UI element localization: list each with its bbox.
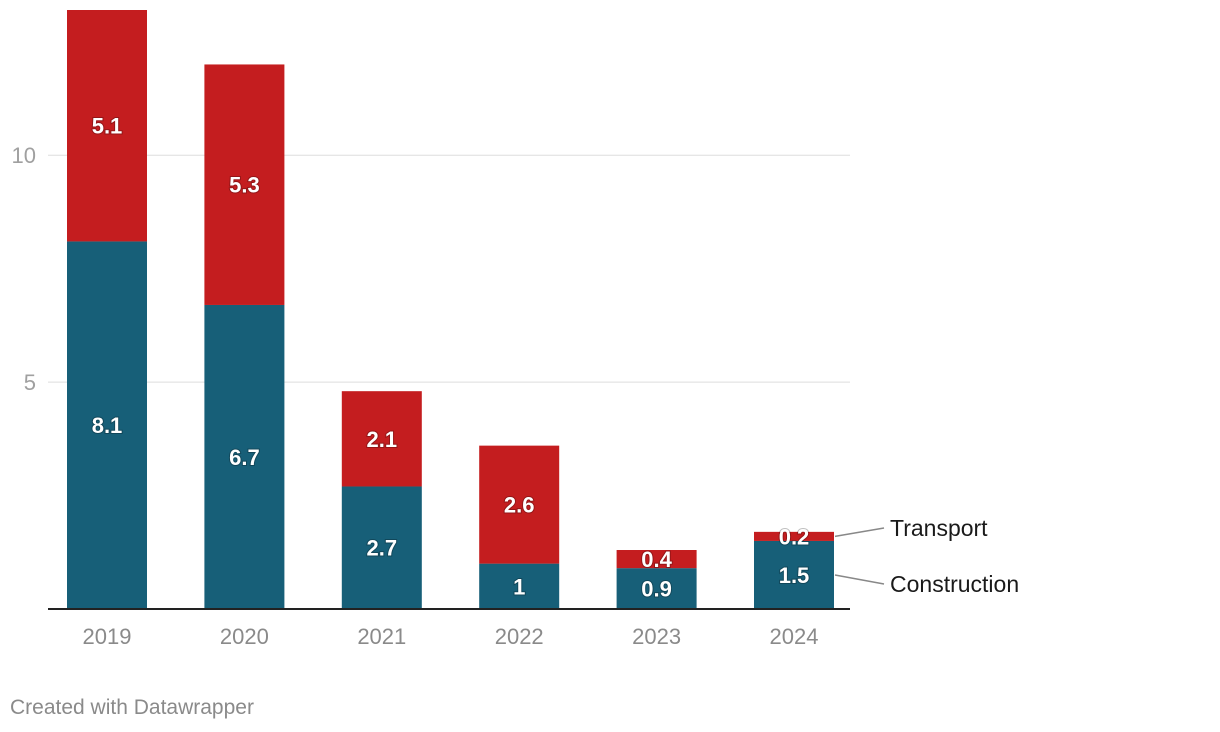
value-label-transport-2023: 0.4 [641, 547, 672, 572]
bar-construction-2024 [754, 540, 834, 609]
x-tick-label: 2019 [83, 624, 132, 649]
bar-construction-2023 [616, 568, 697, 609]
x-tick-label: 2024 [770, 624, 819, 649]
stacked-bar-chart: 5 10 8.1 5.1 6.7 5.3 2.7 2.1 1 2.6 0.9 0.4 1.5 0.2 2… [12, 10, 1019, 649]
value-label-construction-2021: 2.7 [367, 536, 398, 561]
bar-transport-2022 [479, 445, 560, 564]
bar-construction-2021 [341, 486, 422, 609]
bar-transport-2024 [754, 531, 834, 541]
y-tick-label: 10 [12, 143, 36, 168]
x-tick-label: 2023 [632, 624, 681, 649]
legend-label-construction: Construction [890, 571, 1019, 597]
bars [67, 10, 834, 609]
bar-transport-2019 [67, 10, 147, 242]
legend-connector-transport [834, 527, 885, 538]
legend: Construction Transport [834, 515, 1019, 597]
bar-transport-2021 [341, 391, 422, 487]
x-axis-ticks: 2019 2020 2021 2022 2023 2024 [83, 624, 819, 649]
bar-transport-2023 [616, 550, 697, 569]
legend-connector-construction [834, 574, 885, 585]
bar-transport-2020 [204, 64, 285, 305]
bar-construction-2020 [204, 304, 285, 609]
value-label-transport-2024: 0.2 [779, 524, 810, 549]
value-label-transport-2021: 2.1 [367, 427, 398, 452]
bar-construction-2019 [67, 241, 147, 609]
value-label-construction-2019: 8.1 [92, 413, 123, 438]
gridlines [48, 154, 850, 383]
value-labels: 8.1 5.1 6.7 5.3 2.7 2.1 1 2.6 0.9 0.4 1.5 0.2 [91, 113, 811, 603]
x-tick-label: 2020 [220, 624, 269, 649]
value-label-transport-2022: 2.6 [504, 493, 535, 518]
value-label-construction-2020: 6.7 [229, 445, 260, 470]
x-tick-label: 2021 [357, 624, 406, 649]
legend-label-transport: Transport [890, 515, 988, 541]
value-label-construction-2022: 1 [513, 574, 525, 599]
datawrapper-credit[interactable]: Created with Datawrapper [10, 696, 254, 719]
bar-construction-2022 [479, 563, 560, 609]
y-axis-ticks: 5 10 [12, 143, 36, 395]
value-label-construction-2023: 0.9 [641, 577, 672, 602]
x-tick-label: 2022 [495, 624, 544, 649]
y-tick-label: 5 [24, 370, 36, 395]
value-label-transport-2019: 5.1 [92, 114, 123, 139]
value-label-construction-2024: 1.5 [779, 563, 810, 588]
value-label-transport-2020: 5.3 [229, 173, 260, 198]
